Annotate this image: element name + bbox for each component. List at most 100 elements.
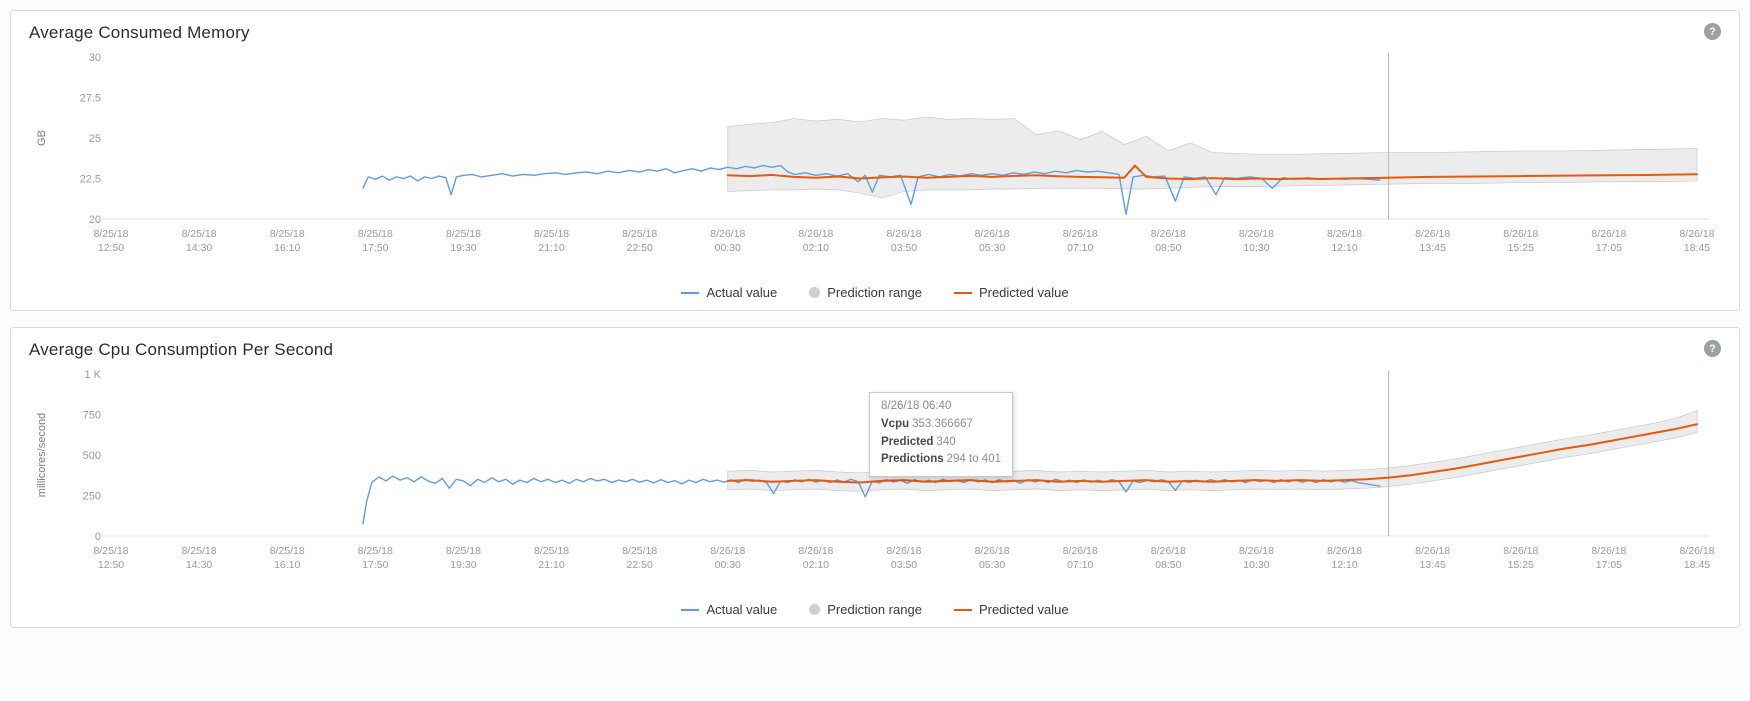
- legend-label: Actual value: [706, 602, 778, 617]
- svg-text:00:30: 00:30: [715, 242, 741, 254]
- memory-panel: Average Consumed Memory ? GB 20 22.5 25 27.5…: [10, 10, 1740, 311]
- svg-text:13:45: 13:45: [1420, 242, 1446, 254]
- svg-text:12:50: 12:50: [98, 559, 124, 571]
- svg-text:08:50: 08:50: [1155, 242, 1181, 254]
- svg-text:8/25/18: 8/25/18: [93, 545, 128, 557]
- legend-item-predicted[interactable]: Predicted value: [953, 602, 1069, 617]
- cpu-chart-area: millicores/second 0 250 500 750 1 K 8/25/18 12:…: [29, 362, 1721, 596]
- predicted-line: [726, 423, 1698, 484]
- svg-text:8/25/18: 8/25/18: [270, 545, 305, 557]
- help-icon[interactable]: ?: [1704, 340, 1721, 357]
- svg-text:25: 25: [89, 133, 101, 145]
- svg-text:16:10: 16:10: [274, 242, 300, 254]
- svg-text:12:10: 12:10: [1331, 242, 1357, 254]
- svg-text:8/25/18: 8/25/18: [358, 545, 393, 557]
- memory-legend: Actual value Prediction range Predicted …: [29, 279, 1721, 304]
- svg-text:12:10: 12:10: [1331, 559, 1357, 571]
- svg-text:8/26/18: 8/26/18: [1063, 228, 1098, 240]
- predicted-line-swatch: [953, 291, 972, 294]
- svg-text:8/26/18: 8/26/18: [1591, 228, 1626, 240]
- svg-text:10:30: 10:30: [1243, 559, 1269, 571]
- svg-text:30: 30: [89, 52, 101, 64]
- svg-text:17:50: 17:50: [362, 242, 388, 254]
- legend-label: Predicted value: [978, 602, 1069, 617]
- legend-label: Actual value: [706, 285, 778, 300]
- legend-item-predicted[interactable]: Predicted value: [953, 285, 1069, 300]
- legend-item-prediction-range[interactable]: Prediction range: [809, 285, 922, 300]
- svg-text:19:30: 19:30: [450, 242, 476, 254]
- svg-text:8/25/18: 8/25/18: [358, 228, 393, 240]
- svg-text:750: 750: [83, 410, 101, 422]
- legend-item-actual[interactable]: Actual value: [681, 602, 777, 617]
- cpu-panel-title: Average Cpu Consumption Per Second: [29, 340, 334, 359]
- svg-text:07:10: 07:10: [1067, 242, 1093, 254]
- memory-chart[interactable]: GB 20 22.5 25 27.5 30 8/25/18 12:50 8/25/18 14:30…: [29, 45, 1721, 279]
- memory-chart-area: GB 20 22.5 25 27.5 30 8/25/18 12:50 8/25/18 14:30…: [29, 45, 1721, 279]
- svg-text:8/26/18: 8/26/18: [1415, 228, 1450, 240]
- svg-text:500: 500: [83, 450, 101, 462]
- x-axis: 8/25/18 12:50 8/25/18 14:30 8/25/18 16:10 8/25…: [93, 535, 1715, 571]
- svg-text:8/26/18: 8/26/18: [1415, 545, 1450, 557]
- svg-text:millicores/second: millicores/second: [36, 413, 48, 497]
- svg-text:8/26/18: 8/26/18: [1327, 545, 1362, 557]
- svg-text:8/25/18: 8/25/18: [446, 228, 481, 240]
- y-axis: millicores/second 0 250 500 750 1 K: [36, 369, 102, 543]
- svg-text:8/25/18: 8/25/18: [182, 545, 217, 557]
- cpu-panel: Average Cpu Consumption Per Second ? mil…: [10, 327, 1740, 628]
- svg-text:250: 250: [83, 491, 101, 503]
- svg-text:21:10: 21:10: [538, 242, 564, 254]
- svg-text:8/26/18: 8/26/18: [710, 228, 745, 240]
- svg-text:8/25/18: 8/25/18: [534, 545, 569, 557]
- svg-text:14:30: 14:30: [186, 559, 212, 571]
- memory-panel-header: Average Consumed Memory ?: [29, 23, 1721, 43]
- svg-text:13:45: 13:45: [1420, 559, 1446, 571]
- actual-line-swatch: [681, 291, 700, 294]
- svg-text:8/26/18: 8/26/18: [886, 228, 921, 240]
- svg-text:03:50: 03:50: [891, 559, 917, 571]
- svg-text:02:10: 02:10: [803, 242, 829, 254]
- prediction-range-swatch: [809, 287, 821, 298]
- legend-label: Prediction range: [827, 285, 922, 300]
- svg-text:07:10: 07:10: [1067, 559, 1093, 571]
- svg-text:27.5: 27.5: [80, 93, 101, 105]
- svg-text:8/25/18: 8/25/18: [93, 228, 128, 240]
- svg-text:8/26/18: 8/26/18: [1239, 228, 1274, 240]
- svg-text:8/26/18: 8/26/18: [975, 228, 1010, 240]
- svg-text:8/25/18: 8/25/18: [182, 228, 217, 240]
- svg-text:8/26/18: 8/26/18: [1591, 545, 1626, 557]
- cpu-panel-header: Average Cpu Consumption Per Second ?: [29, 340, 1721, 360]
- svg-text:08:50: 08:50: [1155, 559, 1181, 571]
- x-axis: 8/25/18 12:50 8/25/18 14:30 8/25/18 16:10 8/25…: [93, 218, 1715, 254]
- help-icon[interactable]: ?: [1704, 23, 1721, 40]
- svg-text:GB: GB: [36, 130, 48, 146]
- actual-line: [362, 475, 1381, 525]
- svg-text:8/25/18: 8/25/18: [270, 228, 305, 240]
- svg-text:8/26/18: 8/26/18: [1503, 545, 1538, 557]
- svg-text:8/26/18: 8/26/18: [1151, 545, 1186, 557]
- prediction-range-swatch: [809, 604, 821, 615]
- prediction-band: [727, 116, 1698, 199]
- svg-text:8/25/18: 8/25/18: [446, 545, 481, 557]
- svg-text:8/26/18: 8/26/18: [1679, 545, 1714, 557]
- svg-text:17:05: 17:05: [1596, 242, 1622, 254]
- svg-text:8/25/18: 8/25/18: [622, 545, 657, 557]
- svg-text:00:30: 00:30: [715, 559, 741, 571]
- svg-text:21:10: 21:10: [538, 559, 564, 571]
- svg-text:02:10: 02:10: [803, 559, 829, 571]
- svg-text:19:30: 19:30: [450, 559, 476, 571]
- svg-text:8/26/18: 8/26/18: [1503, 228, 1538, 240]
- chart-tooltip: 8/26/18 06:40 Vcpu 353.366667 Predicted 34…: [869, 392, 1013, 478]
- svg-text:03:50: 03:50: [891, 242, 917, 254]
- predicted-line: [726, 164, 1698, 181]
- legend-label: Prediction range: [827, 602, 922, 617]
- svg-text:8/26/18: 8/26/18: [710, 545, 745, 557]
- legend-item-actual[interactable]: Actual value: [681, 285, 777, 300]
- tooltip-row: Predicted 340: [881, 435, 956, 448]
- svg-text:16:10: 16:10: [274, 559, 300, 571]
- actual-line-swatch: [681, 608, 700, 611]
- svg-text:22:50: 22:50: [627, 559, 653, 571]
- legend-item-prediction-range[interactable]: Prediction range: [809, 602, 922, 617]
- svg-text:8/26/18: 8/26/18: [1151, 228, 1186, 240]
- tooltip-time: 8/26/18 06:40: [881, 400, 952, 412]
- svg-text:8/26/18: 8/26/18: [1327, 228, 1362, 240]
